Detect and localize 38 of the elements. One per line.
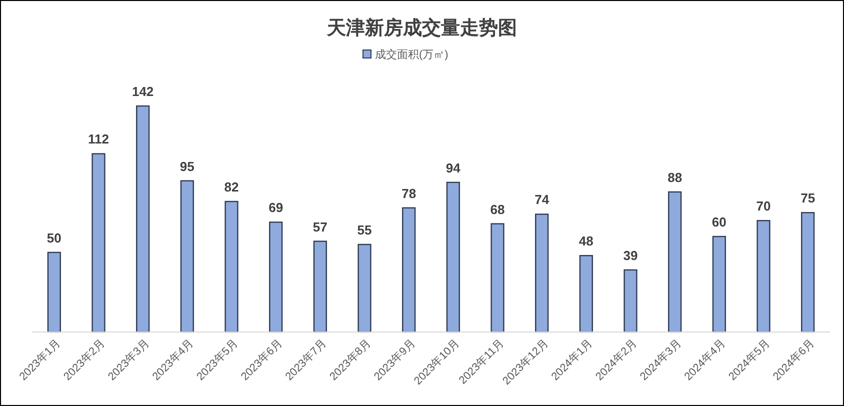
bar <box>712 236 726 333</box>
bar <box>92 153 106 333</box>
bar <box>668 191 682 333</box>
data-label: 74 <box>534 192 550 208</box>
bar <box>756 220 770 333</box>
data-label: 70 <box>756 198 771 214</box>
bar <box>358 244 372 333</box>
bar <box>579 255 593 333</box>
data-label: 39 <box>623 248 638 263</box>
bar <box>136 105 150 333</box>
data-label: 68 <box>490 202 505 217</box>
data-label: 88 <box>668 170 682 185</box>
data-label: 60 <box>712 214 726 230</box>
bar <box>47 252 61 333</box>
data-label: 112 <box>88 132 109 147</box>
bar <box>535 214 549 333</box>
data-label: 48 <box>578 234 594 249</box>
data-label: 78 <box>402 186 416 201</box>
bar <box>313 240 327 333</box>
data-label: 82 <box>224 179 239 194</box>
data-label: 94 <box>446 160 462 176</box>
data-label: 50 <box>46 230 62 246</box>
chart-title: 天津新房成交量走势图 <box>326 17 517 39</box>
bar <box>490 223 504 333</box>
data-label: 55 <box>357 222 372 238</box>
data-label: 142 <box>132 84 154 99</box>
bar <box>446 182 460 333</box>
bar <box>624 269 638 333</box>
data-label: 75 <box>800 190 816 206</box>
data-label: 57 <box>312 219 328 234</box>
bar <box>269 222 283 333</box>
bar <box>224 200 238 333</box>
bar <box>801 212 815 333</box>
data-label: 95 <box>180 158 194 174</box>
bar <box>180 180 194 333</box>
legend-label: 成交面积(万㎡) <box>375 48 448 61</box>
bar <box>402 207 416 333</box>
data-label: 69 <box>268 200 284 216</box>
